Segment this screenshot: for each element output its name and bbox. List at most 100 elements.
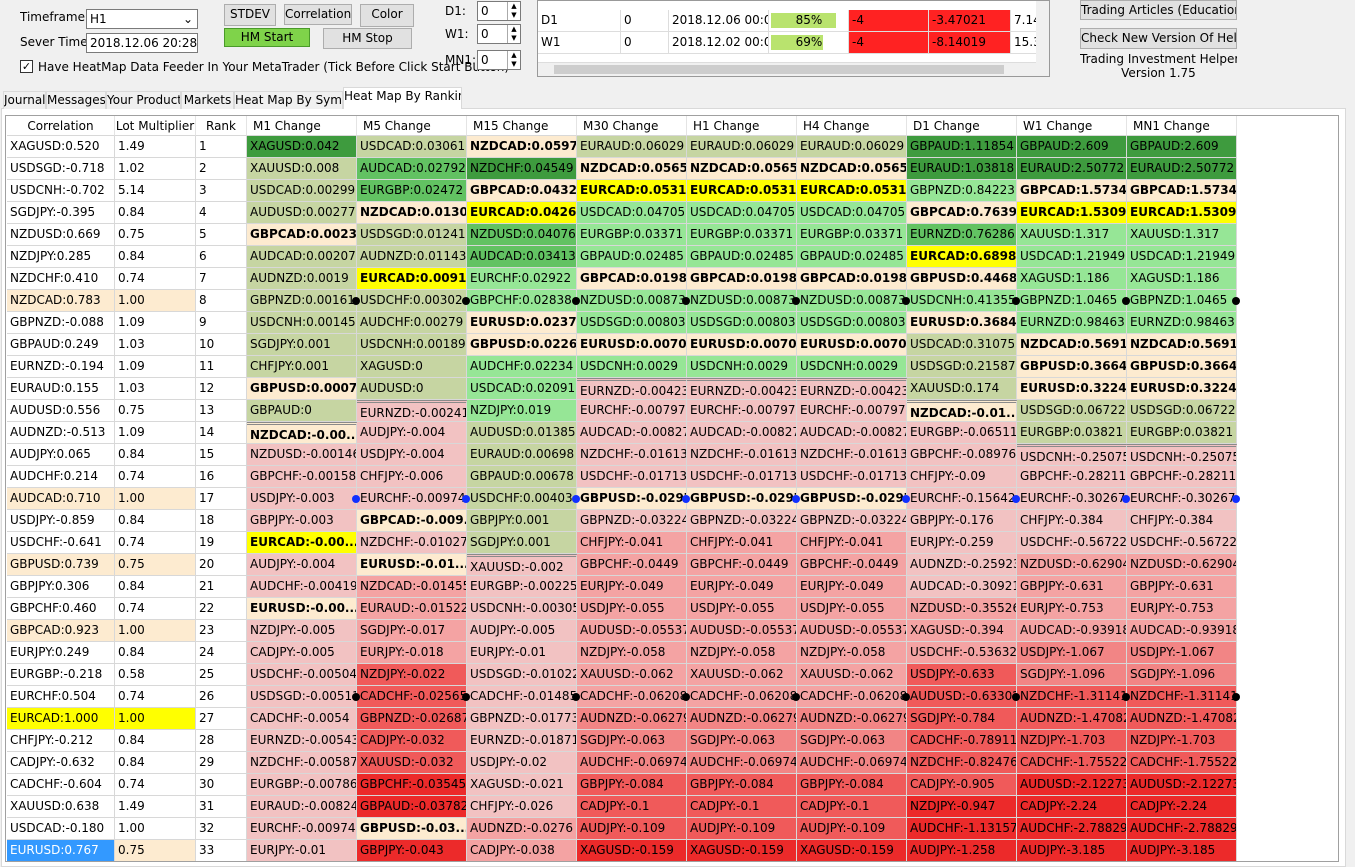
cell: 1.09 <box>115 356 196 378</box>
cell: GBPCHF:-0.28211 <box>1017 466 1127 488</box>
cell: NZDCHF:0.410 <box>7 268 115 290</box>
cell: AUDNZD:-1.47082 <box>1127 708 1237 730</box>
cell: NZDCHF:-0.01027 <box>357 532 467 554</box>
cell: EURCAD:0.05313 <box>687 180 797 202</box>
cell: EURUSD:0.36845 <box>907 312 1017 334</box>
spin-arrows[interactable]: ▲ ▼ <box>507 25 520 43</box>
spin-arrows[interactable]: ▲ ▼ <box>507 2 520 20</box>
button[interactable]: Color <box>360 4 414 27</box>
cell: 1.00 <box>115 818 196 840</box>
server-time-input[interactable]: 2018.12.06 20:28 <box>86 33 198 53</box>
tab[interactable]: Your Product <box>106 91 181 109</box>
tab[interactable]: Heat Map By Ranking <box>343 87 462 109</box>
cell: AUDNZD:-0.06279 <box>797 708 907 730</box>
cell: 0.84 <box>115 642 196 664</box>
cell: EURCAD:1.53098 <box>1127 202 1237 224</box>
cell: EURNZD:-0.00423 <box>687 378 797 400</box>
cell: 0.84 <box>115 444 196 466</box>
cell: EURNZD:-0.00423 <box>797 378 907 400</box>
cell: XAUUSD:-0.062 <box>687 664 797 686</box>
tab[interactable]: Heat Map By Symbol <box>234 91 343 109</box>
spin-input[interactable]: 0 ▲ ▼ <box>477 1 521 21</box>
scroll-thumb[interactable] <box>554 65 1004 74</box>
cell: GBPNZD:-0.02687 <box>357 708 467 730</box>
cell: 22 <box>196 598 247 620</box>
cell: EURNZD:0.98463 <box>1017 312 1127 334</box>
cell: XAUUSD:0.174 <box>907 378 1017 400</box>
link-button[interactable]: Trading Articles (Education) <box>1080 0 1237 20</box>
cell: SGDJPY:-0.784 <box>907 708 1017 730</box>
grid-cell: -4 <box>849 32 929 54</box>
cell: GBPCHF:0.460 <box>7 598 115 620</box>
cell: USDCNH:-0.25075 <box>1127 444 1237 466</box>
cell: EURGBP:0.03821 <box>1127 422 1237 444</box>
cell: NZDUSD:-0.00146 <box>247 444 357 466</box>
column-header: M15 Change <box>467 116 577 136</box>
cell: AUDCAD:0.02792 <box>357 158 467 180</box>
v-scrollbar[interactable] <box>1036 1 1049 76</box>
tab[interactable]: Markets <box>181 91 234 109</box>
checkbox[interactable]: ✓ <box>20 60 33 73</box>
cell: 9 <box>196 312 247 334</box>
marker-dot <box>792 495 800 503</box>
stop-button[interactable]: HM Stop <box>323 28 412 49</box>
cell: AUDCAD:-0.00827 <box>577 422 687 444</box>
cell: EURGBP:-0.00786 <box>247 774 357 796</box>
cell: USDCAD:0.00299 <box>247 180 357 202</box>
tab[interactable]: Journal <box>3 91 46 109</box>
timeframe-select[interactable]: H1 ⌄ <box>86 9 198 29</box>
cell: AUDJPY:-0.109 <box>687 818 797 840</box>
cell: XAGUSD:-0.159 <box>687 840 797 861</box>
cell: GBPAUD:2.609 <box>1017 136 1127 158</box>
cell: GBPJPY:-0.003 <box>247 510 357 532</box>
cell: 20 <box>196 554 247 576</box>
cell: AUDJPY:-0.004 <box>247 554 357 576</box>
cell: USDCHF:-0.641 <box>7 532 115 554</box>
cell: SGDJPY:-0.017 <box>357 620 467 642</box>
button[interactable]: STDEV <box>224 4 276 26</box>
cell: EURJPY:-0.049 <box>687 576 797 598</box>
progress-label: 85% <box>795 13 823 27</box>
start-button[interactable]: HM Start <box>224 28 310 47</box>
button[interactable]: Correlation <box>284 4 352 25</box>
cell: USDCAD:-0.180 <box>7 818 115 840</box>
tab[interactable]: Messages <box>46 91 106 109</box>
marker-dot <box>1122 693 1130 701</box>
cell: GBPUSD:0.44688 <box>907 268 1017 290</box>
marker-dot <box>1232 297 1240 305</box>
cell: 2 <box>196 158 247 180</box>
cell: CHFJPY:-0.212 <box>7 730 115 752</box>
cell: XAUUSD:1.317 <box>1017 224 1127 246</box>
cell: NZDUSD:0.00873 <box>687 290 797 312</box>
cell: USDCAD:0.31075 <box>907 334 1017 356</box>
cell: CADJPY:-0.905 <box>907 774 1017 796</box>
cell: CHFJPY:-0.041 <box>797 532 907 554</box>
marker-dot <box>682 297 690 305</box>
cell: AUDCHF:-0.06974 <box>577 752 687 774</box>
cell: USDJPY:-0.055 <box>687 598 797 620</box>
cell: SGDJPY:-0.395 <box>7 202 115 224</box>
grid-cell: 2018.12.06 00:00 <box>669 10 769 32</box>
cell: 25 <box>196 664 247 686</box>
spin-input[interactable]: 0 ▲ ▼ <box>477 50 521 70</box>
cell: XAUUSD:-0.002 <box>467 554 577 576</box>
spin-input[interactable]: 0 ▲ ▼ <box>477 24 521 44</box>
cell: CADCHF:-0.78911 <box>907 730 1017 752</box>
spin-label: D1: <box>445 4 466 18</box>
link-button[interactable]: Check New Version Of Helper <box>1080 28 1237 49</box>
cell: USDCAD:0.03061 <box>357 136 467 158</box>
column-header: M30 Change <box>577 116 687 136</box>
progress-cell: 69% <box>769 32 849 54</box>
h-scrollbar[interactable] <box>538 62 1036 76</box>
cell: USDCNH:0.0029 <box>797 356 907 378</box>
cell: XAUUSD:0.638 <box>7 796 115 818</box>
spin-arrows[interactable]: ▲ ▼ <box>507 51 520 69</box>
cell: 1.49 <box>115 796 196 818</box>
cell: GBPNZD:0.84223 <box>907 180 1017 202</box>
column-header: W1 Change <box>1017 116 1127 136</box>
cell: GBPUSD:0.36648 <box>1017 356 1127 378</box>
cell: EURAUD:0.06029 <box>577 136 687 158</box>
cell: NZDCAD:0.56914 <box>1017 334 1127 356</box>
cell: 21 <box>196 576 247 598</box>
